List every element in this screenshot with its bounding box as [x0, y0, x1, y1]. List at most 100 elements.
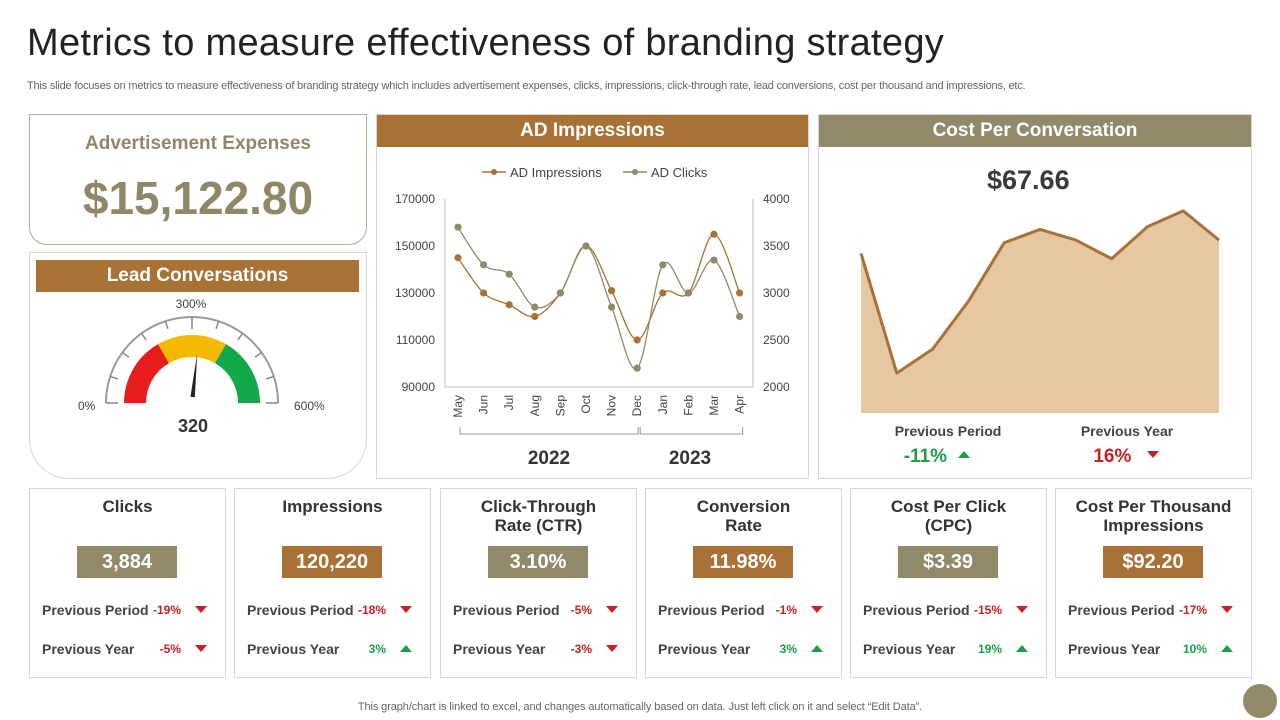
advertisement-expenses-label: Advertisement Expenses — [85, 133, 311, 154]
kpi-prev-year-row: Previous Year 3% — [247, 641, 420, 659]
y-left-tick-label: 90000 — [402, 380, 436, 394]
x-tick-label: Aug — [528, 395, 542, 416]
kpi-prev-year-row: Previous Year 10% — [1068, 641, 1241, 659]
x-tick-label: Jan — [656, 395, 670, 414]
gauge-tick — [237, 332, 244, 341]
y-left-tick-label: 150000 — [395, 239, 435, 253]
x-tick-label: Jun — [477, 395, 491, 414]
group-label: 2022 — [528, 448, 570, 469]
data-point — [659, 261, 667, 269]
kpi-title: Click-Through Rate (CTR) — [480, 497, 597, 535]
kpi-card-cpc: Cost Per Click (CPC) $3.39 Previous Perio… — [850, 488, 1047, 678]
gauge-min-label: 0% — [78, 399, 96, 413]
kpi-value: $92.20 — [1103, 546, 1203, 578]
gauge-tick — [254, 351, 263, 358]
decorative-circle — [1243, 684, 1277, 718]
kpi-card-clicks: Clicks 3,884 Previous Period -19% Previou… — [29, 488, 226, 678]
data-point — [608, 287, 616, 295]
advertisement-expenses-value: $15,122.80 — [82, 172, 314, 224]
y-left-tick-label: 170000 — [395, 192, 435, 206]
kpi-prev-year-row: Previous Year 19% — [863, 641, 1036, 659]
data-point — [633, 336, 641, 344]
gauge-tick — [109, 375, 119, 380]
gauge-tick — [265, 375, 275, 380]
down-arrow-icon — [1221, 606, 1233, 613]
data-point — [736, 289, 744, 297]
advertisement-expenses-card: Advertisement Expenses $15,122.80 — [29, 114, 367, 245]
data-point — [531, 312, 539, 321]
y-right-tick-label: 2500 — [763, 333, 790, 347]
gauge-bands — [124, 335, 260, 403]
area-line — [859, 209, 1220, 375]
x-tick-label: Nov — [605, 395, 619, 416]
y-right-tick-label: 2000 — [763, 380, 790, 394]
kpi-card-ctr: Click-Through Rate (CTR) 3.10% Previous P… — [440, 488, 637, 678]
gauge-needle — [190, 353, 198, 398]
down-arrow-icon — [1146, 451, 1159, 458]
data-point — [659, 289, 667, 297]
data-point — [684, 289, 692, 297]
kpi-title: Impressions — [282, 497, 383, 516]
gauge-max-label: 600% — [294, 399, 325, 413]
area-fill — [861, 210, 1219, 413]
y-right-tick-label: 3000 — [763, 286, 790, 300]
x-tick-label: Oct — [579, 394, 593, 413]
y-right-tick-label: 3500 — [763, 239, 790, 253]
data-point — [505, 301, 513, 309]
data-point — [736, 312, 744, 321]
kpi-prev-period-row: Previous Period -17% — [1068, 602, 1241, 620]
cpconv-prev-period-value: -11% — [857, 446, 1017, 468]
gauge-value: 320 — [178, 416, 208, 436]
up-arrow-icon — [1016, 645, 1028, 652]
data-point — [505, 270, 513, 278]
kpi-value: 3.10% — [488, 546, 588, 578]
gauge-tick — [164, 320, 169, 330]
x-tick-label: Mar — [707, 395, 721, 416]
data-point — [556, 289, 564, 297]
lead-conversations-title: Lead Conversations — [36, 260, 359, 292]
gauge-ticks — [106, 317, 278, 404]
y-right-tick-label: 4000 — [763, 192, 790, 206]
data-point — [480, 289, 488, 297]
series-line — [457, 226, 741, 370]
down-arrow-icon — [195, 645, 207, 652]
ad-impressions-card: AD Impressions AD Impressions AD Clicks 17… — [376, 114, 809, 479]
gauge-tick — [121, 351, 130, 358]
data-point — [710, 230, 718, 238]
data-point — [582, 242, 590, 250]
down-arrow-icon — [606, 606, 618, 613]
legend-label: AD Impressions — [510, 165, 602, 180]
gauge-mid-label: 300% — [176, 297, 207, 311]
lead-gauge: 0% 300% 600% 320 — [78, 297, 325, 436]
x-tick-label: Apr — [733, 395, 747, 414]
kpi-value: $3.39 — [898, 546, 998, 578]
kpi-title: Conversion Rate — [696, 497, 791, 535]
x-tick-label: Feb — [681, 395, 695, 416]
data-point — [608, 303, 616, 311]
footer-note: This graph/chart is linked to excel, and… — [357, 701, 923, 713]
legend-label: AD Clicks — [651, 165, 708, 180]
page-title: Metrics to measure effectiveness of bran… — [27, 22, 945, 64]
x-tick-label: May — [451, 395, 465, 418]
x-tick-label: Dec — [630, 395, 644, 416]
kpi-title: Cost Per Click (CPC) — [890, 497, 1007, 535]
data-point — [531, 303, 539, 311]
gauge-band — [215, 344, 260, 403]
ad-impressions-title: AD Impressions — [377, 115, 808, 147]
data-point — [454, 254, 462, 262]
up-arrow-icon — [1221, 645, 1233, 652]
kpi-prev-year-row: Previous Year -3% — [453, 641, 626, 659]
down-arrow-icon — [195, 606, 207, 613]
cost-per-conversation-value: $67.66 — [987, 165, 1070, 195]
y-left-tick-label: 130000 — [395, 286, 435, 300]
lead-conversations-card: Lead Conversations 0% 300% 600% 320 — [29, 252, 367, 479]
kpi-value: 3,884 — [77, 546, 177, 578]
legend-marker — [632, 169, 638, 175]
cost-per-conversation-card: Cost Per Conversation $67.66 Previous Pe… — [818, 114, 1252, 479]
cpconv-prev-period-label: Previous Period — [894, 423, 1002, 439]
group-bracket — [639, 427, 744, 435]
up-arrow-icon — [400, 645, 412, 652]
gauge-band — [158, 335, 226, 364]
kpi-card-conversion-rate: Conversion Rate 11.98% Previous Period -1%… — [645, 488, 842, 678]
data-point — [710, 256, 718, 264]
